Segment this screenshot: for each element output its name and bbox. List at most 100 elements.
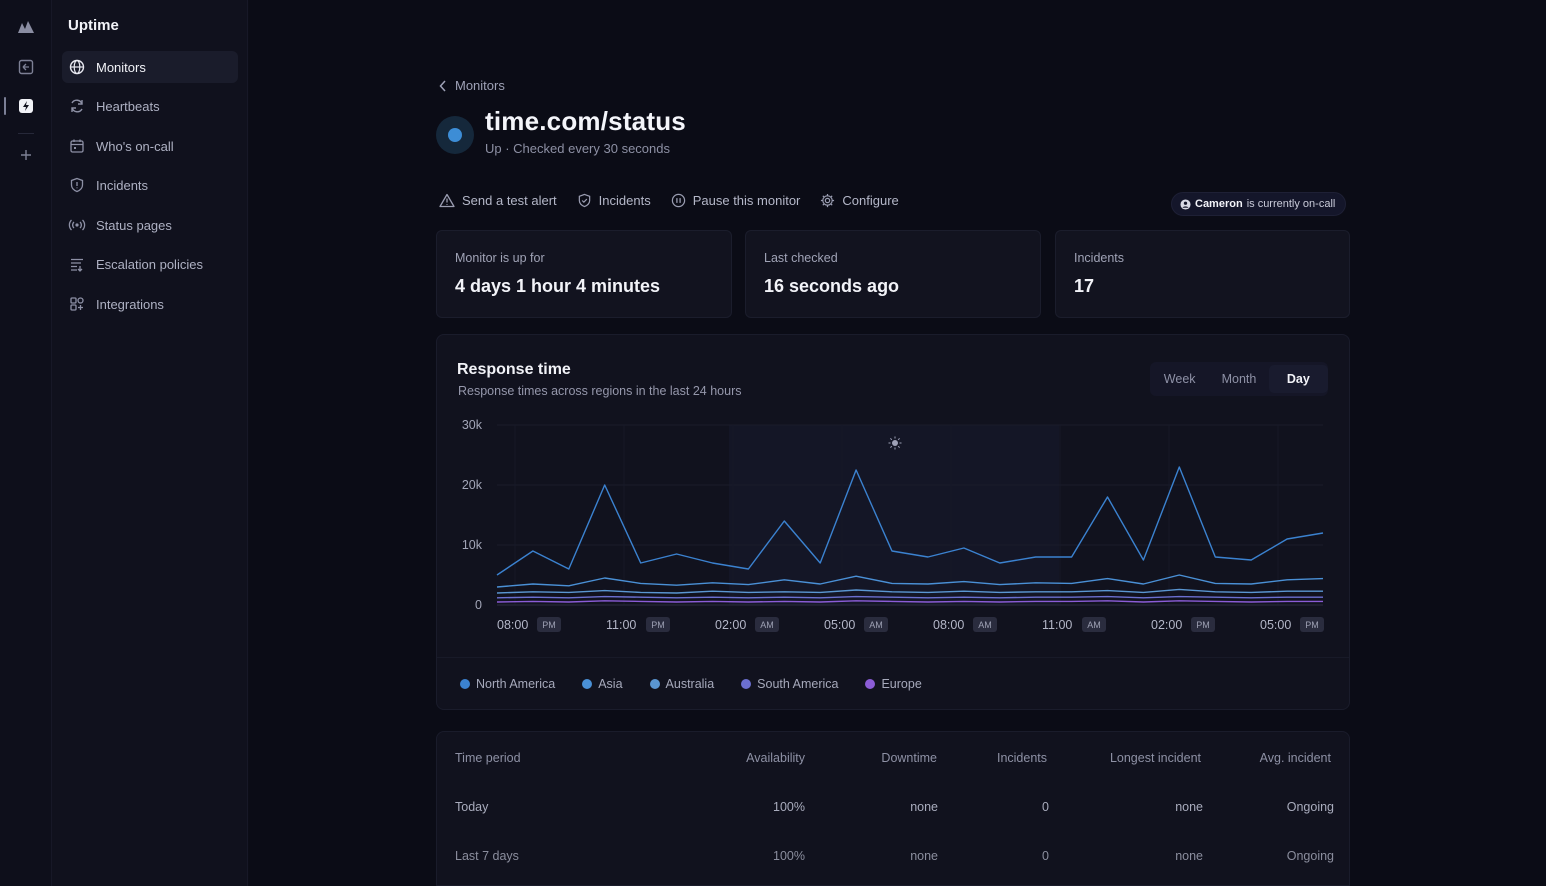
stat-card-incidents: Incidents 17	[1055, 230, 1350, 318]
x-tick-label: 05:00 AM	[824, 617, 888, 632]
warning-icon	[439, 193, 455, 208]
ampm-badge	[1300, 617, 1324, 632]
legend-swatch	[649, 678, 660, 689]
send-test-alert-label: Send a test alert	[462, 192, 557, 208]
cell-avg-incident: Ongoing	[1286, 800, 1334, 814]
configure-label: Configure	[842, 192, 899, 208]
refresh-icon	[68, 97, 86, 115]
x-tick-label: 08:00 AM	[933, 617, 997, 632]
legend-item-europe[interactable]: Europe	[865, 677, 922, 691]
status-icon[interactable]	[16, 57, 36, 77]
legend-swatch	[582, 678, 593, 689]
x-tick-label: 11:00 PM	[606, 617, 670, 632]
incidents-button[interactable]: Incidents	[577, 193, 651, 208]
x-tick-time: 11:00	[606, 618, 636, 632]
sidebar-item-escalation-policies[interactable]: Escalation policies	[62, 248, 238, 280]
y-tick-label: 20k	[462, 478, 483, 492]
cell-downtime: none	[910, 849, 938, 863]
cell-longest-incident: none	[1175, 849, 1203, 863]
oncall-badge[interactable]: Cameron is currently on-call	[1171, 192, 1347, 216]
period-month-tab[interactable]: Month	[1221, 372, 1257, 386]
ampm-badge-text: AM	[1087, 620, 1101, 630]
pause-monitor-button[interactable]: Pause this monitor	[671, 193, 800, 208]
series-line-europe	[496, 600, 1323, 603]
legend-item-asia[interactable]: Asia	[582, 676, 623, 691]
sidebar-item-status-pages[interactable]: Status pages	[62, 209, 238, 241]
legend-label: Asia	[598, 676, 623, 691]
header-downtime: Downtime	[881, 751, 937, 765]
period-selector: Week Month Day	[1150, 362, 1328, 396]
cell-downtime: none	[910, 800, 938, 814]
series-line-australia	[496, 588, 1323, 594]
table-header-row: Time period Availability Downtime Incide…	[437, 751, 1349, 771]
ampm-badge	[864, 617, 888, 632]
table-row[interactable]: Today 100% none 0 none Ongoing	[437, 800, 1349, 820]
rail-divider	[18, 133, 34, 134]
stat-label: Monitor is up for	[455, 251, 545, 265]
night-band	[729, 425, 1059, 605]
stat-value: 4 days 1 hour 4 minutes	[455, 276, 661, 296]
cell-incidents: 0	[1042, 800, 1049, 814]
table-row[interactable]: Last 7 days 100% none 0 none Ongoing	[437, 849, 1349, 869]
ampm-badge-text: PM	[651, 620, 665, 630]
ampm-badge-text: PM	[1196, 620, 1210, 630]
x-tick-time: 11:00	[1042, 618, 1072, 632]
sidebar-item-label: Incidents	[96, 177, 149, 193]
sidebar-item-incidents[interactable]: Incidents	[62, 169, 238, 201]
period-day-tab[interactable]: Day	[1268, 365, 1328, 393]
chart-legend: North America Asia Australia South America E…	[437, 657, 1349, 709]
oncall-name: Cameron	[1195, 198, 1243, 210]
legend-label: Australia	[665, 676, 715, 691]
uptime-app-icon[interactable]	[16, 96, 36, 116]
status-indicator	[436, 116, 474, 154]
y-tick-label: 0	[475, 598, 482, 612]
x-tick-time: 05:00	[824, 618, 855, 632]
rail-active-indicator	[4, 97, 6, 115]
shield-icon	[68, 176, 86, 194]
legend-item-south-america[interactable]: South America	[741, 677, 838, 691]
add-icon[interactable]	[16, 145, 36, 165]
app-title: Uptime	[68, 17, 119, 34]
x-tick-label: 11:00 AM	[1042, 617, 1106, 632]
sidebar-item-label: Status pages	[96, 217, 172, 233]
legend-item-north-america[interactable]: North America	[460, 677, 555, 691]
ampm-badge-text: PM	[1305, 620, 1319, 630]
y-tick-label: 30k	[462, 418, 483, 432]
logo-icon[interactable]	[16, 17, 36, 37]
header-availability: Availability	[746, 751, 805, 765]
legend-swatch	[460, 678, 470, 689]
cell-avg-incident: Ongoing	[1286, 849, 1334, 863]
series-line-asia	[496, 574, 1324, 588]
send-test-alert-button[interactable]: Send a test alert	[439, 193, 557, 208]
sidebar-item-whos-on-call[interactable]: Who's on-call	[62, 130, 238, 162]
header-time-period: Time period	[455, 751, 521, 765]
x-tick-label: 05:00 PM	[1260, 617, 1324, 632]
cell-incidents: 0	[1042, 849, 1049, 863]
main-content: Monitors time.com/status Up · Checked ev…	[249, 0, 1546, 886]
breadcrumb[interactable]: Monitors	[439, 78, 505, 93]
breadcrumb-label: Monitors	[455, 78, 505, 93]
header-incidents: Incidents	[996, 751, 1047, 765]
x-tick-label: 02:00 PM	[1151, 617, 1215, 632]
configure-button[interactable]: Configure	[820, 192, 899, 208]
x-tick-time: 05:00	[1260, 618, 1291, 632]
broadcast-icon	[68, 216, 86, 234]
x-tick-time: 02:00	[1151, 618, 1182, 632]
legend-item-australia[interactable]: Australia	[649, 676, 715, 691]
sidebar-item-label: Integrations	[96, 296, 164, 312]
user-icon	[1180, 198, 1191, 210]
sun-ray	[897, 438, 900, 441]
series-line-south-america	[496, 595, 1323, 599]
ampm-badge	[755, 617, 779, 632]
header-avg-incident: Avg. incident	[1259, 751, 1331, 765]
stat-value: 16 seconds ago	[764, 276, 900, 296]
sidebar-item-heartbeats[interactable]: Heartbeats	[62, 90, 238, 122]
ampm-badge	[1191, 617, 1215, 632]
period-week-tab[interactable]: Week	[1163, 372, 1196, 386]
incidents-label: Incidents	[598, 192, 651, 208]
sidebar-item-monitors[interactable]: Monitors	[62, 51, 238, 83]
gear-icon	[820, 193, 835, 208]
page-title: time.com/status	[485, 106, 686, 136]
sidebar-item-integrations[interactable]: Integrations	[62, 288, 238, 320]
